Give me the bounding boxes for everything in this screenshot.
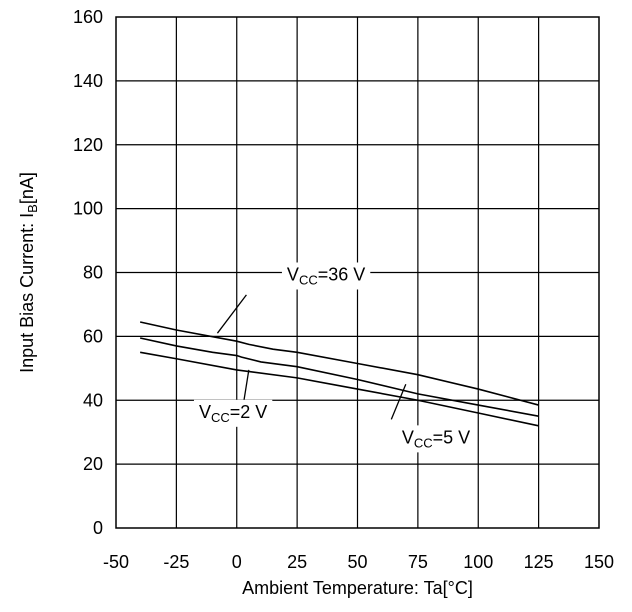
annotation-label: VCC=5 V [402,427,470,450]
y-tick-label: 120 [73,135,103,155]
x-tick-label: 75 [408,552,428,572]
series-line-1 [139,321,539,406]
y-tick-label: 0 [93,518,103,538]
y-tick-label: 80 [83,263,103,283]
annotation-sub: CC [299,272,318,287]
x-tick-label: 125 [524,552,554,572]
y-tick-label: 140 [73,71,103,91]
y-tick-label: 160 [73,7,103,27]
annotation-label: VCC=2 V [199,402,267,425]
y-axis-label-unit: [nA] [17,172,37,204]
x-tick-label: 0 [232,552,242,572]
annotation-pre: V [402,427,414,447]
y-axis-label-main: Input Bias Current: I [17,213,37,373]
annotation-background [193,399,273,427]
annotation-sub: CC [211,410,230,425]
annotation-background [396,425,476,453]
x-tick-label: 50 [347,552,367,572]
annotation-background [281,262,371,290]
annotation-pre: V [287,264,299,284]
annotation-pre: V [199,402,211,422]
annotation-leader [390,384,407,420]
annotation-label: VCC=36 V [287,264,365,287]
annotation-leader [216,294,247,334]
y-tick-label: 60 [83,326,103,346]
y-tick-label: 20 [83,454,103,474]
annotation-post: =2 V [230,402,268,422]
x-tick-label: -25 [163,552,189,572]
series-line-2 [139,337,539,418]
y-axis-label-sub: B [25,204,40,213]
x-axis-label: Ambient Temperature: Ta[°C] [242,578,473,598]
annotation-sub: CC [414,435,433,450]
series-group [139,321,539,427]
annotation-leaders [216,294,407,420]
y-tick-label: 100 [73,199,103,219]
y-tick-labels: 0 20 40 60 80 100 120 140 160 [73,7,103,538]
grid-lines [116,17,599,528]
annotation-post: =36 V [318,264,366,284]
x-tick-label: -50 [103,552,129,572]
plot-frame [115,16,600,529]
y-axis-label: Input Bias Current: IB[nA] [17,172,40,373]
series-line-3 [140,351,539,427]
annotation-post: =5 V [433,427,471,447]
x-tick-label: 25 [287,552,307,572]
annotation-leader [243,369,250,401]
x-tick-label: 100 [463,552,493,572]
x-tick-labels: -50 -25 0 25 50 75 100 125 150 [103,552,614,572]
x-tick-label: 150 [584,552,614,572]
y-tick-label: 40 [83,390,103,410]
